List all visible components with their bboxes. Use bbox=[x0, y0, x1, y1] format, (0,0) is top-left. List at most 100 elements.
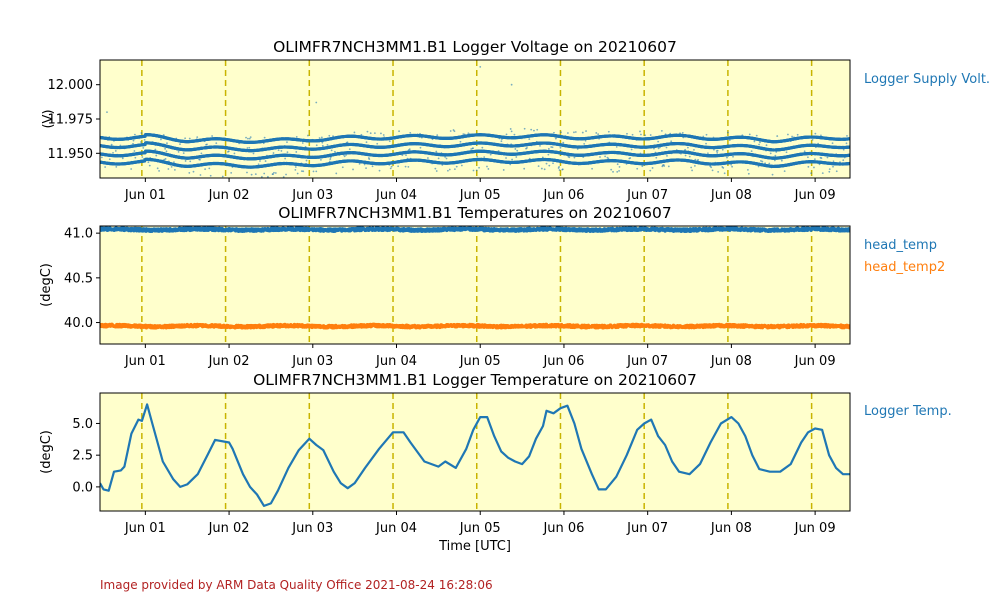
data-point bbox=[476, 155, 479, 158]
data-point bbox=[160, 138, 162, 141]
data-point bbox=[328, 134, 331, 137]
data-point bbox=[502, 169, 505, 171]
data-point bbox=[348, 148, 351, 151]
data-point bbox=[114, 150, 117, 152]
data-point bbox=[307, 134, 309, 137]
data-point bbox=[657, 140, 660, 143]
data-point bbox=[284, 157, 287, 160]
data-point bbox=[272, 173, 274, 176]
data-point bbox=[573, 156, 576, 159]
data-point bbox=[472, 147, 474, 150]
data-point bbox=[618, 169, 620, 172]
data-point bbox=[365, 167, 367, 170]
data-point bbox=[455, 165, 458, 168]
data-point bbox=[653, 147, 655, 150]
data-point bbox=[104, 166, 107, 168]
data-point bbox=[295, 136, 298, 138]
data-point bbox=[640, 133, 642, 136]
data-point bbox=[626, 132, 628, 135]
data-point bbox=[670, 140, 673, 143]
data-point bbox=[140, 132, 143, 134]
data-point bbox=[267, 175, 269, 178]
data-point bbox=[445, 157, 448, 160]
data-point bbox=[436, 134, 439, 137]
data-point bbox=[184, 137, 187, 140]
data-point bbox=[369, 132, 372, 135]
data-point bbox=[320, 136, 323, 139]
data-point bbox=[651, 167, 654, 169]
data-point bbox=[550, 146, 553, 148]
data-point bbox=[481, 146, 484, 149]
data-point bbox=[472, 169, 475, 172]
data-point bbox=[318, 137, 321, 139]
data-point bbox=[397, 165, 400, 168]
data-point bbox=[404, 165, 407, 168]
data-point bbox=[667, 165, 670, 168]
data-point bbox=[388, 140, 391, 143]
data-point bbox=[259, 160, 261, 162]
data-point bbox=[121, 157, 124, 160]
data-point bbox=[553, 131, 555, 134]
data-point bbox=[616, 170, 619, 173]
data-point bbox=[247, 137, 249, 140]
data-point bbox=[475, 169, 478, 172]
data-point bbox=[294, 166, 297, 168]
data-point bbox=[486, 165, 488, 168]
data-point bbox=[401, 154, 404, 157]
data-point bbox=[376, 142, 379, 145]
data-point bbox=[567, 132, 569, 134]
data-point bbox=[435, 150, 438, 153]
data-point bbox=[380, 132, 382, 135]
data-point bbox=[252, 152, 255, 155]
data-point bbox=[655, 156, 658, 159]
data-point bbox=[246, 171, 248, 174]
data-point bbox=[449, 130, 452, 132]
data-point bbox=[453, 168, 456, 171]
data-point bbox=[435, 170, 438, 172]
data-point bbox=[262, 142, 265, 145]
data-point bbox=[140, 141, 142, 143]
data-point bbox=[154, 148, 157, 151]
data-point bbox=[296, 172, 299, 175]
data-point bbox=[604, 155, 607, 158]
data-point bbox=[405, 154, 407, 157]
data-point bbox=[199, 158, 201, 161]
data-point bbox=[188, 137, 191, 140]
data-point bbox=[612, 170, 614, 173]
data-point bbox=[543, 168, 546, 171]
data-point bbox=[561, 168, 564, 171]
data-point bbox=[170, 165, 173, 168]
data-point bbox=[245, 136, 247, 139]
data-point bbox=[264, 160, 267, 162]
data-point bbox=[639, 130, 641, 133]
data-point bbox=[368, 158, 371, 161]
data-point bbox=[108, 158, 111, 161]
data-point bbox=[539, 145, 541, 147]
data-point bbox=[257, 163, 260, 166]
data-point bbox=[483, 156, 486, 158]
data-point bbox=[434, 167, 437, 170]
data-point bbox=[335, 172, 338, 175]
data-point bbox=[382, 134, 385, 136]
data-point bbox=[649, 169, 652, 172]
data-point bbox=[478, 166, 480, 169]
data-point bbox=[196, 136, 199, 138]
data-point bbox=[141, 156, 144, 158]
data-point bbox=[684, 154, 687, 157]
data-point bbox=[615, 145, 618, 148]
data-point bbox=[246, 147, 249, 149]
data-point bbox=[206, 143, 208, 146]
data-point bbox=[282, 176, 285, 178]
data-point bbox=[516, 149, 519, 152]
data-point bbox=[573, 131, 575, 134]
data-point bbox=[221, 175, 224, 178]
data-point bbox=[277, 149, 280, 152]
data-point bbox=[215, 142, 218, 145]
data-point bbox=[390, 165, 393, 168]
data-point bbox=[547, 147, 550, 150]
data-point bbox=[505, 157, 507, 159]
data-point bbox=[173, 161, 175, 163]
data-point bbox=[660, 129, 663, 132]
data-point bbox=[497, 150, 500, 152]
data-point bbox=[616, 163, 619, 166]
